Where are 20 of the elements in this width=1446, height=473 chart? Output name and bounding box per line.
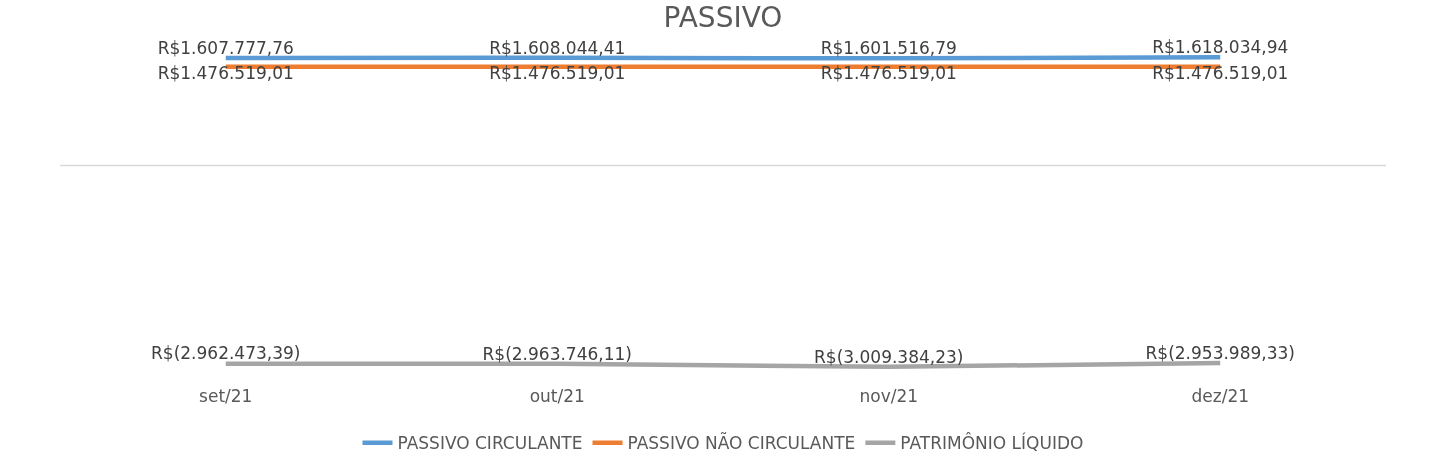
legend-label: PASSIVO NÃO CIRCULANTE <box>627 432 856 454</box>
x-tick-label: dez/21 <box>1191 386 1250 406</box>
data-label: R$1.476.519,01 <box>1152 63 1289 84</box>
x-tick-label: out/21 <box>529 386 585 406</box>
x-tick-label: set/21 <box>199 386 253 406</box>
data-label: R$1.608.044,41 <box>489 37 626 58</box>
data-label: R$1.476.519,01 <box>489 63 626 84</box>
data-label: R$(2.953.989,33) <box>1145 342 1295 363</box>
data-label: R$1.618.034,94 <box>1152 36 1289 57</box>
data-label: R$1.476.519,01 <box>157 63 294 84</box>
legend-label: PATRIMÔNIO LÍQUIDO <box>900 432 1084 454</box>
data-label: R$1.607.777,76 <box>157 37 294 58</box>
chart-title: PASSIVO <box>663 0 783 34</box>
data-label: R$(2.962.473,39) <box>151 343 301 364</box>
data-label: R$1.476.519,01 <box>820 63 957 84</box>
data-label: R$(2.963.746,11) <box>482 343 632 364</box>
legend-label: PASSIVO CIRCULANTE <box>397 433 583 454</box>
x-tick-label: nov/21 <box>859 386 919 406</box>
data-label: R$(3.009.384,23) <box>814 346 964 367</box>
data-label: R$1.601.516,79 <box>820 38 957 59</box>
